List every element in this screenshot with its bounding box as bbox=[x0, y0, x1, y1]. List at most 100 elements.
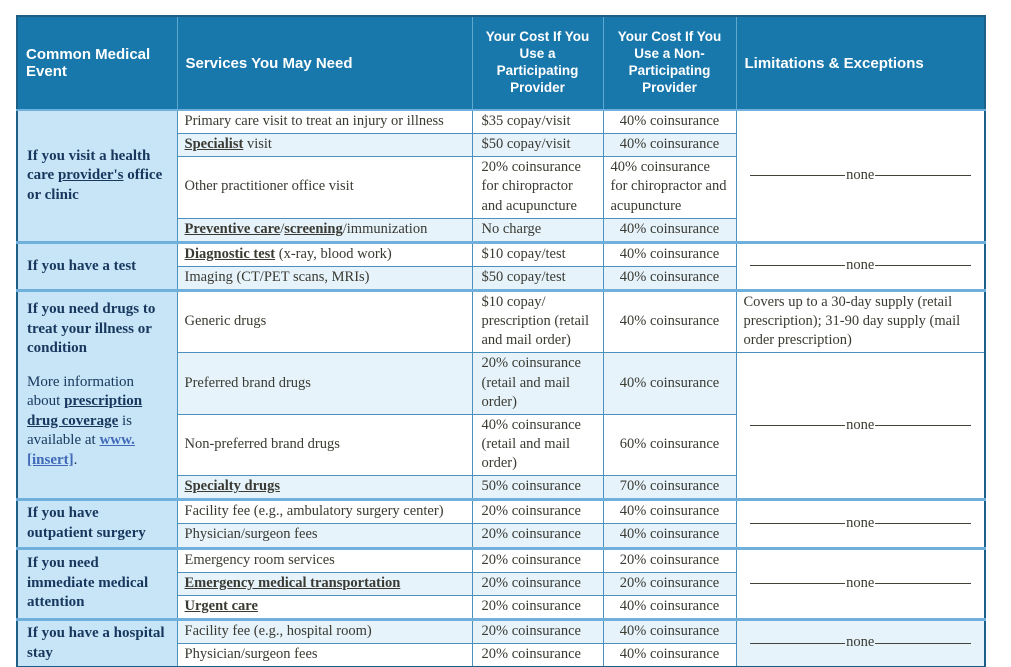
cost-non-participating-cell: 40% coinsurance for chiropractor and acu… bbox=[602, 156, 737, 219]
cost-participating-cell: $50 copay/visit bbox=[471, 133, 604, 158]
cost-non-participating-cell: 40% coinsurance bbox=[602, 352, 737, 415]
cost-non-participating-cell: 40% coinsurance bbox=[602, 217, 737, 243]
cost-participating-cell: 20% coinsurance bbox=[471, 642, 604, 667]
cost-non-participating-cell: 40% coinsurance bbox=[602, 133, 737, 158]
table-row: If you need drugs to treat your illness … bbox=[16, 289, 986, 501]
dash-line bbox=[875, 642, 971, 644]
glossary-term: Preventive care bbox=[184, 220, 281, 237]
text-segment: Non-preferred brand drugs bbox=[184, 435, 340, 452]
cost-participating-cell: $50 copay/test bbox=[471, 265, 604, 292]
table-row: If you have a hospital stay Facility fee … bbox=[16, 618, 986, 667]
service-cell: Specialty drugs bbox=[176, 475, 473, 501]
cost-value: 40% coinsurance bbox=[619, 503, 720, 520]
service-cell: Generic drugs bbox=[176, 289, 473, 354]
column-header-cost-non-participating: Your Cost If You Use a Non-Participating… bbox=[602, 16, 736, 110]
text-segment: If you have a hospital stay bbox=[27, 625, 165, 661]
glossary-term: Urgent care bbox=[184, 597, 258, 614]
cost-value: 20% coinsurance bbox=[619, 551, 720, 568]
column-header-text: Your Cost If You Use a Participating Pro… bbox=[485, 29, 590, 95]
cost-participating-cell: 20% coinsurance bbox=[471, 618, 604, 645]
cost-non-participating-cell: 20% coinsurance bbox=[602, 547, 737, 573]
text-segment: . bbox=[73, 451, 78, 468]
cost-value: 40% coinsurance for chiropractor and acu… bbox=[610, 159, 727, 214]
none-label: none bbox=[846, 514, 875, 531]
table-header-row: Common Medical Event Services You May Ne… bbox=[17, 16, 985, 110]
text-segment: If you have a test bbox=[27, 257, 137, 274]
dash-line bbox=[875, 582, 971, 584]
glossary-term: prescription drug coverage bbox=[27, 393, 143, 429]
table-row: Imaging (CT/PET scans, MRIs) $50 copay/te… bbox=[17, 265, 985, 292]
cost-non-participating-cell: 40% coinsurance bbox=[602, 289, 737, 354]
table-row: If you have a test Diagnostic test (x-ray… bbox=[16, 241, 986, 292]
cost-value: 70% coinsurance bbox=[619, 478, 720, 495]
table-row: Specialty drugs 50% coinsurance 70% coinsu… bbox=[17, 475, 985, 501]
cost-non-participating-cell: 40% coinsurance bbox=[602, 618, 737, 645]
section-hospital-stay: If you have a hospital stay Facility fee … bbox=[16, 618, 986, 667]
service-cell: Emergency medical transportation bbox=[176, 571, 473, 596]
dash-line bbox=[749, 174, 846, 176]
text-segment: More information about bbox=[27, 373, 135, 410]
table-row: Physician/surgeon fees 20% coinsurance 40%… bbox=[17, 523, 985, 549]
none-indicator: none bbox=[744, 416, 978, 435]
event-paragraph: If you have outpatient surgery bbox=[27, 504, 168, 543]
text-segment: Preferred brand drugs bbox=[184, 374, 311, 391]
table-row: Preferred brand drugs 20% coinsurance (re… bbox=[17, 352, 986, 501]
service-cell: Urgent care bbox=[176, 594, 473, 620]
text-segment: Physician/surgeon fees bbox=[184, 646, 318, 662]
table-row: If you have outpatient surgery Facility f… bbox=[16, 499, 986, 549]
text-segment: (x-ray, blood work) bbox=[275, 245, 392, 262]
table-row: Other practitioner office visit 20% coins… bbox=[17, 156, 985, 219]
text-segment: Other practitioner office visit bbox=[184, 178, 354, 195]
dash-line bbox=[749, 582, 846, 584]
glossary-term: Emergency medical transportation bbox=[184, 574, 401, 591]
dash-line bbox=[875, 424, 971, 426]
cost-participating-cell: 20% coinsurance for chiropractor and acu… bbox=[471, 156, 604, 219]
website-link[interactable]: www. [insert] bbox=[27, 432, 135, 468]
column-header-common-medical-event: Common Medical Event bbox=[17, 16, 177, 110]
column-header-limitations-exceptions: Limitations & Exceptions bbox=[735, 16, 985, 110]
event-cell-office-clinic: If you visit a health care provider's of… bbox=[16, 109, 178, 243]
service-cell: Preventive care/screening/immunization bbox=[176, 217, 473, 243]
cost-value: 40% coinsurance bbox=[619, 526, 720, 543]
cost-non-participating-cell: 40% coinsurance bbox=[602, 109, 737, 135]
column-header-text: Your Cost If You Use a Non-Participating… bbox=[617, 29, 722, 95]
cost-participating-cell: $35 copay/visit bbox=[471, 109, 604, 135]
section-drugs: If you need drugs to treat your illness … bbox=[16, 289, 986, 501]
event-cell-outpatient-surgery: If you have outpatient surgery bbox=[16, 499, 178, 549]
table-row: Specialist visit $50 copay/visit 40% coins… bbox=[17, 133, 985, 158]
event-cell-test: If you have a test bbox=[16, 241, 178, 292]
cost-non-participating-cell: 40% coinsurance bbox=[602, 594, 737, 620]
service-cell: Specialist visit bbox=[176, 133, 473, 158]
dash-line bbox=[749, 265, 846, 267]
event-paragraph: If you have a test bbox=[27, 257, 168, 277]
cost-value: 40% coinsurance bbox=[619, 622, 720, 639]
text-segment: If you need immediate medical attention bbox=[27, 555, 149, 611]
limitations-cell: none bbox=[735, 618, 986, 667]
event-paragraph: If you need drugs to treat your illness … bbox=[27, 300, 168, 359]
service-cell: Other practitioner office visit bbox=[176, 156, 473, 219]
text-segment: Primary care visit to treat an injury or… bbox=[184, 113, 444, 129]
column-header-cost-participating: Your Cost If You Use a Participating Pro… bbox=[471, 16, 603, 110]
glossary-term: Specialist bbox=[184, 136, 244, 153]
none-label: none bbox=[846, 634, 875, 651]
cost-value: 40% coinsurance bbox=[619, 136, 720, 153]
cost-participating-cell: 40% coinsurance (retail and mail order) bbox=[471, 413, 604, 477]
section-office-clinic: If you visit a health care provider's of… bbox=[16, 109, 986, 243]
text-segment: If you visit a health care bbox=[27, 147, 151, 184]
cost-non-participating-cell: 40% coinsurance bbox=[602, 265, 737, 292]
table-row: Urgent care 20% coinsurance 40% coinsuranc… bbox=[17, 594, 985, 620]
text-segment: Emergency room services bbox=[184, 551, 335, 568]
limitations-cell: none bbox=[735, 109, 986, 243]
limitations-cell: none bbox=[735, 241, 986, 292]
dash-line bbox=[749, 522, 846, 524]
table-row: Preventive care/screening/immunization No… bbox=[17, 217, 985, 243]
limitations-cell: none bbox=[735, 499, 986, 549]
cost-participating-cell: 20% coinsurance bbox=[471, 523, 604, 549]
text-segment: Imaging (CT/PET scans, MRIs) bbox=[184, 268, 370, 285]
service-cell: Non-preferred brand drugs bbox=[176, 413, 473, 477]
dash-line bbox=[749, 424, 846, 426]
service-cell: Imaging (CT/PET scans, MRIs) bbox=[176, 265, 473, 292]
none-label: none bbox=[846, 574, 875, 591]
event-cell-immediate-medical-attention: If you need immediate medical attention bbox=[16, 547, 178, 620]
